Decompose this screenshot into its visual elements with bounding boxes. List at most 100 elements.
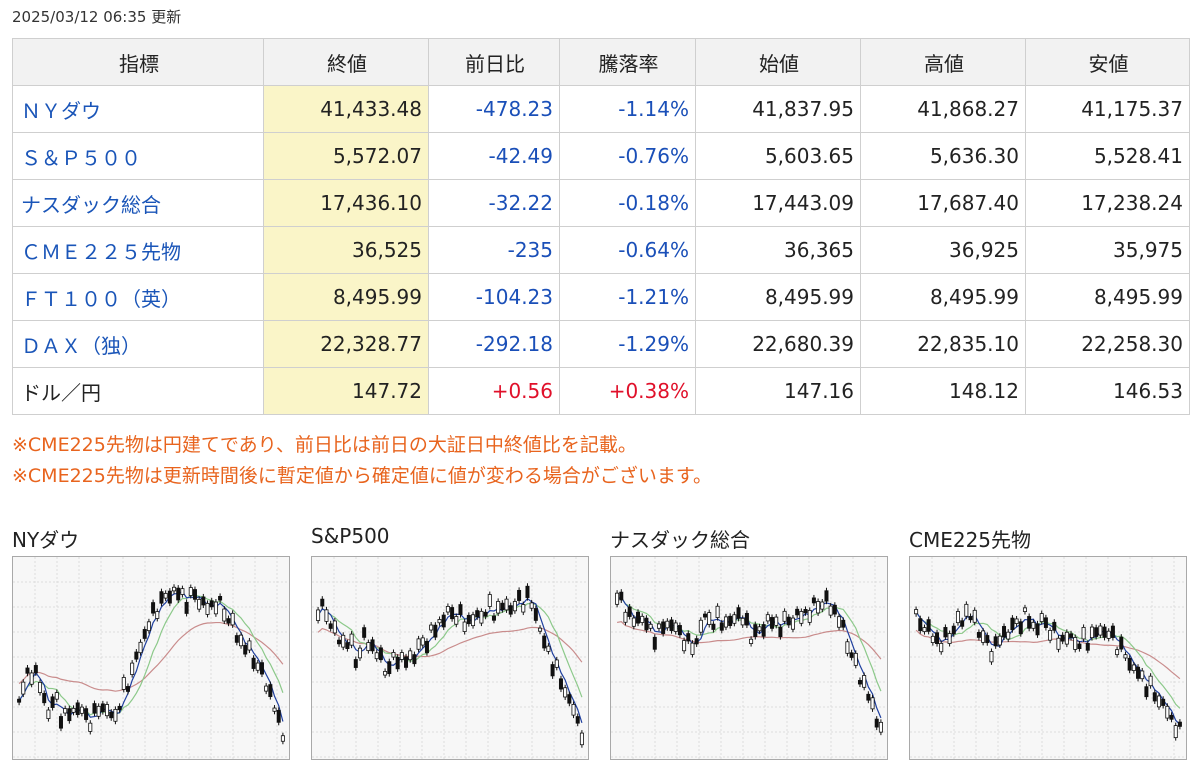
candle-body [42, 693, 47, 704]
low-value-cell: 5,528.41 [1025, 132, 1190, 180]
candle-body [1085, 642, 1090, 651]
candle-body [429, 624, 434, 631]
candle-body [1119, 636, 1124, 650]
candle-body [445, 606, 450, 613]
candle-body [862, 675, 867, 688]
chart-title-cme225: CME225先物 [909, 528, 1032, 552]
open-value-cell: 147.16 [695, 367, 861, 415]
candle-body [387, 661, 392, 675]
candle-body [1177, 721, 1182, 727]
chart-sp500[interactable] [311, 556, 589, 760]
candle-body [824, 590, 829, 602]
candle-body [1144, 686, 1149, 698]
candle-body [205, 603, 210, 615]
candle-body [922, 627, 927, 633]
candle-body [1102, 626, 1107, 638]
candle-body [567, 694, 572, 704]
candle-body [67, 708, 72, 722]
candle-body [58, 716, 63, 729]
high-value-cell: 5,636.30 [860, 132, 1026, 180]
candle-body [1081, 626, 1086, 640]
candle-body [1039, 613, 1044, 622]
candle-body [619, 591, 624, 601]
chart-title-sp500: S&P500 [311, 524, 390, 548]
candle-body [1006, 631, 1011, 640]
candle-body [1173, 725, 1178, 739]
change-value-cell: -32.22 [428, 179, 560, 227]
candle-body [1002, 626, 1007, 638]
candle-body [786, 616, 791, 626]
candle-body [105, 704, 110, 717]
candle-body [749, 638, 754, 644]
candle-body [960, 620, 965, 627]
candle-body [981, 630, 986, 643]
candle-body [985, 635, 990, 644]
candle-body [525, 585, 530, 598]
candle-body [1022, 607, 1027, 612]
index-link[interactable]: ＮＹダウ [21, 98, 101, 123]
candle-body [357, 647, 362, 659]
candle-body [1048, 630, 1053, 641]
candle-body [1140, 670, 1145, 680]
candle-body [1073, 637, 1078, 650]
candle-body [341, 634, 346, 648]
candle-body [276, 710, 281, 723]
candle-body [640, 615, 645, 623]
moving-average-line [18, 594, 284, 716]
index-link[interactable]: ＤＡＸ（独） [21, 333, 141, 358]
high-value-cell: 41,868.27 [860, 85, 1026, 133]
candle-body [475, 610, 480, 618]
index-label: ドル／円 [21, 380, 101, 405]
candle-body [243, 644, 248, 655]
candle-body [997, 635, 1002, 646]
candle-body [234, 635, 239, 643]
candle-body [964, 603, 969, 617]
candle-body [845, 641, 850, 654]
candle-body [109, 711, 114, 719]
index-link[interactable]: ＦＴ１００（英） [21, 286, 181, 311]
candle-body [1131, 664, 1136, 671]
index-name-cell: ナスダック総合 [12, 179, 264, 227]
candle-body [1115, 649, 1120, 656]
candle-body [558, 678, 563, 690]
candle-body [690, 642, 695, 655]
candle-body [255, 662, 260, 671]
candle-body [21, 681, 26, 695]
index-link[interactable]: Ｓ＆Ｐ５００ [21, 145, 141, 170]
candle-body [437, 619, 442, 624]
candle-body [707, 612, 712, 625]
candle-body [623, 611, 628, 623]
header-open: 始値 [695, 38, 861, 86]
candle-body [1052, 621, 1057, 631]
candle-body [487, 594, 492, 607]
close-value-cell: 17,436.10 [263, 179, 429, 227]
candle-body [412, 654, 417, 665]
index-name-cell: ＤＡＸ（独） [12, 320, 264, 368]
candle-body [943, 627, 948, 638]
header-change: 前日比 [428, 38, 560, 86]
index-name-cell: ＣＭＥ２２５先物 [12, 226, 264, 274]
candle-body [914, 609, 919, 615]
candle-body [466, 614, 471, 625]
chart-nydow[interactable] [12, 556, 290, 760]
low-value-cell: 35,975 [1025, 226, 1190, 274]
moving-average-line [317, 602, 583, 698]
moving-average-line [616, 596, 882, 719]
candle-body [719, 622, 724, 631]
chart-nasdaq[interactable] [610, 556, 888, 760]
candle-body [46, 709, 51, 719]
candle-body [841, 619, 846, 628]
candle-body [778, 626, 783, 638]
candle-body [715, 605, 720, 618]
candle-body [1077, 643, 1082, 650]
candle-body [404, 656, 409, 668]
candle-body [795, 608, 800, 616]
chart-cme225[interactable] [909, 556, 1187, 760]
candle-body [579, 732, 584, 746]
index-link[interactable]: ＣＭＥ２２５先物 [21, 239, 181, 264]
candle-body [648, 623, 653, 629]
candle-body [213, 601, 218, 615]
low-value-cell: 8,495.99 [1025, 273, 1190, 321]
index-link[interactable]: ナスダック総合 [21, 192, 161, 217]
candle-body [399, 652, 404, 660]
